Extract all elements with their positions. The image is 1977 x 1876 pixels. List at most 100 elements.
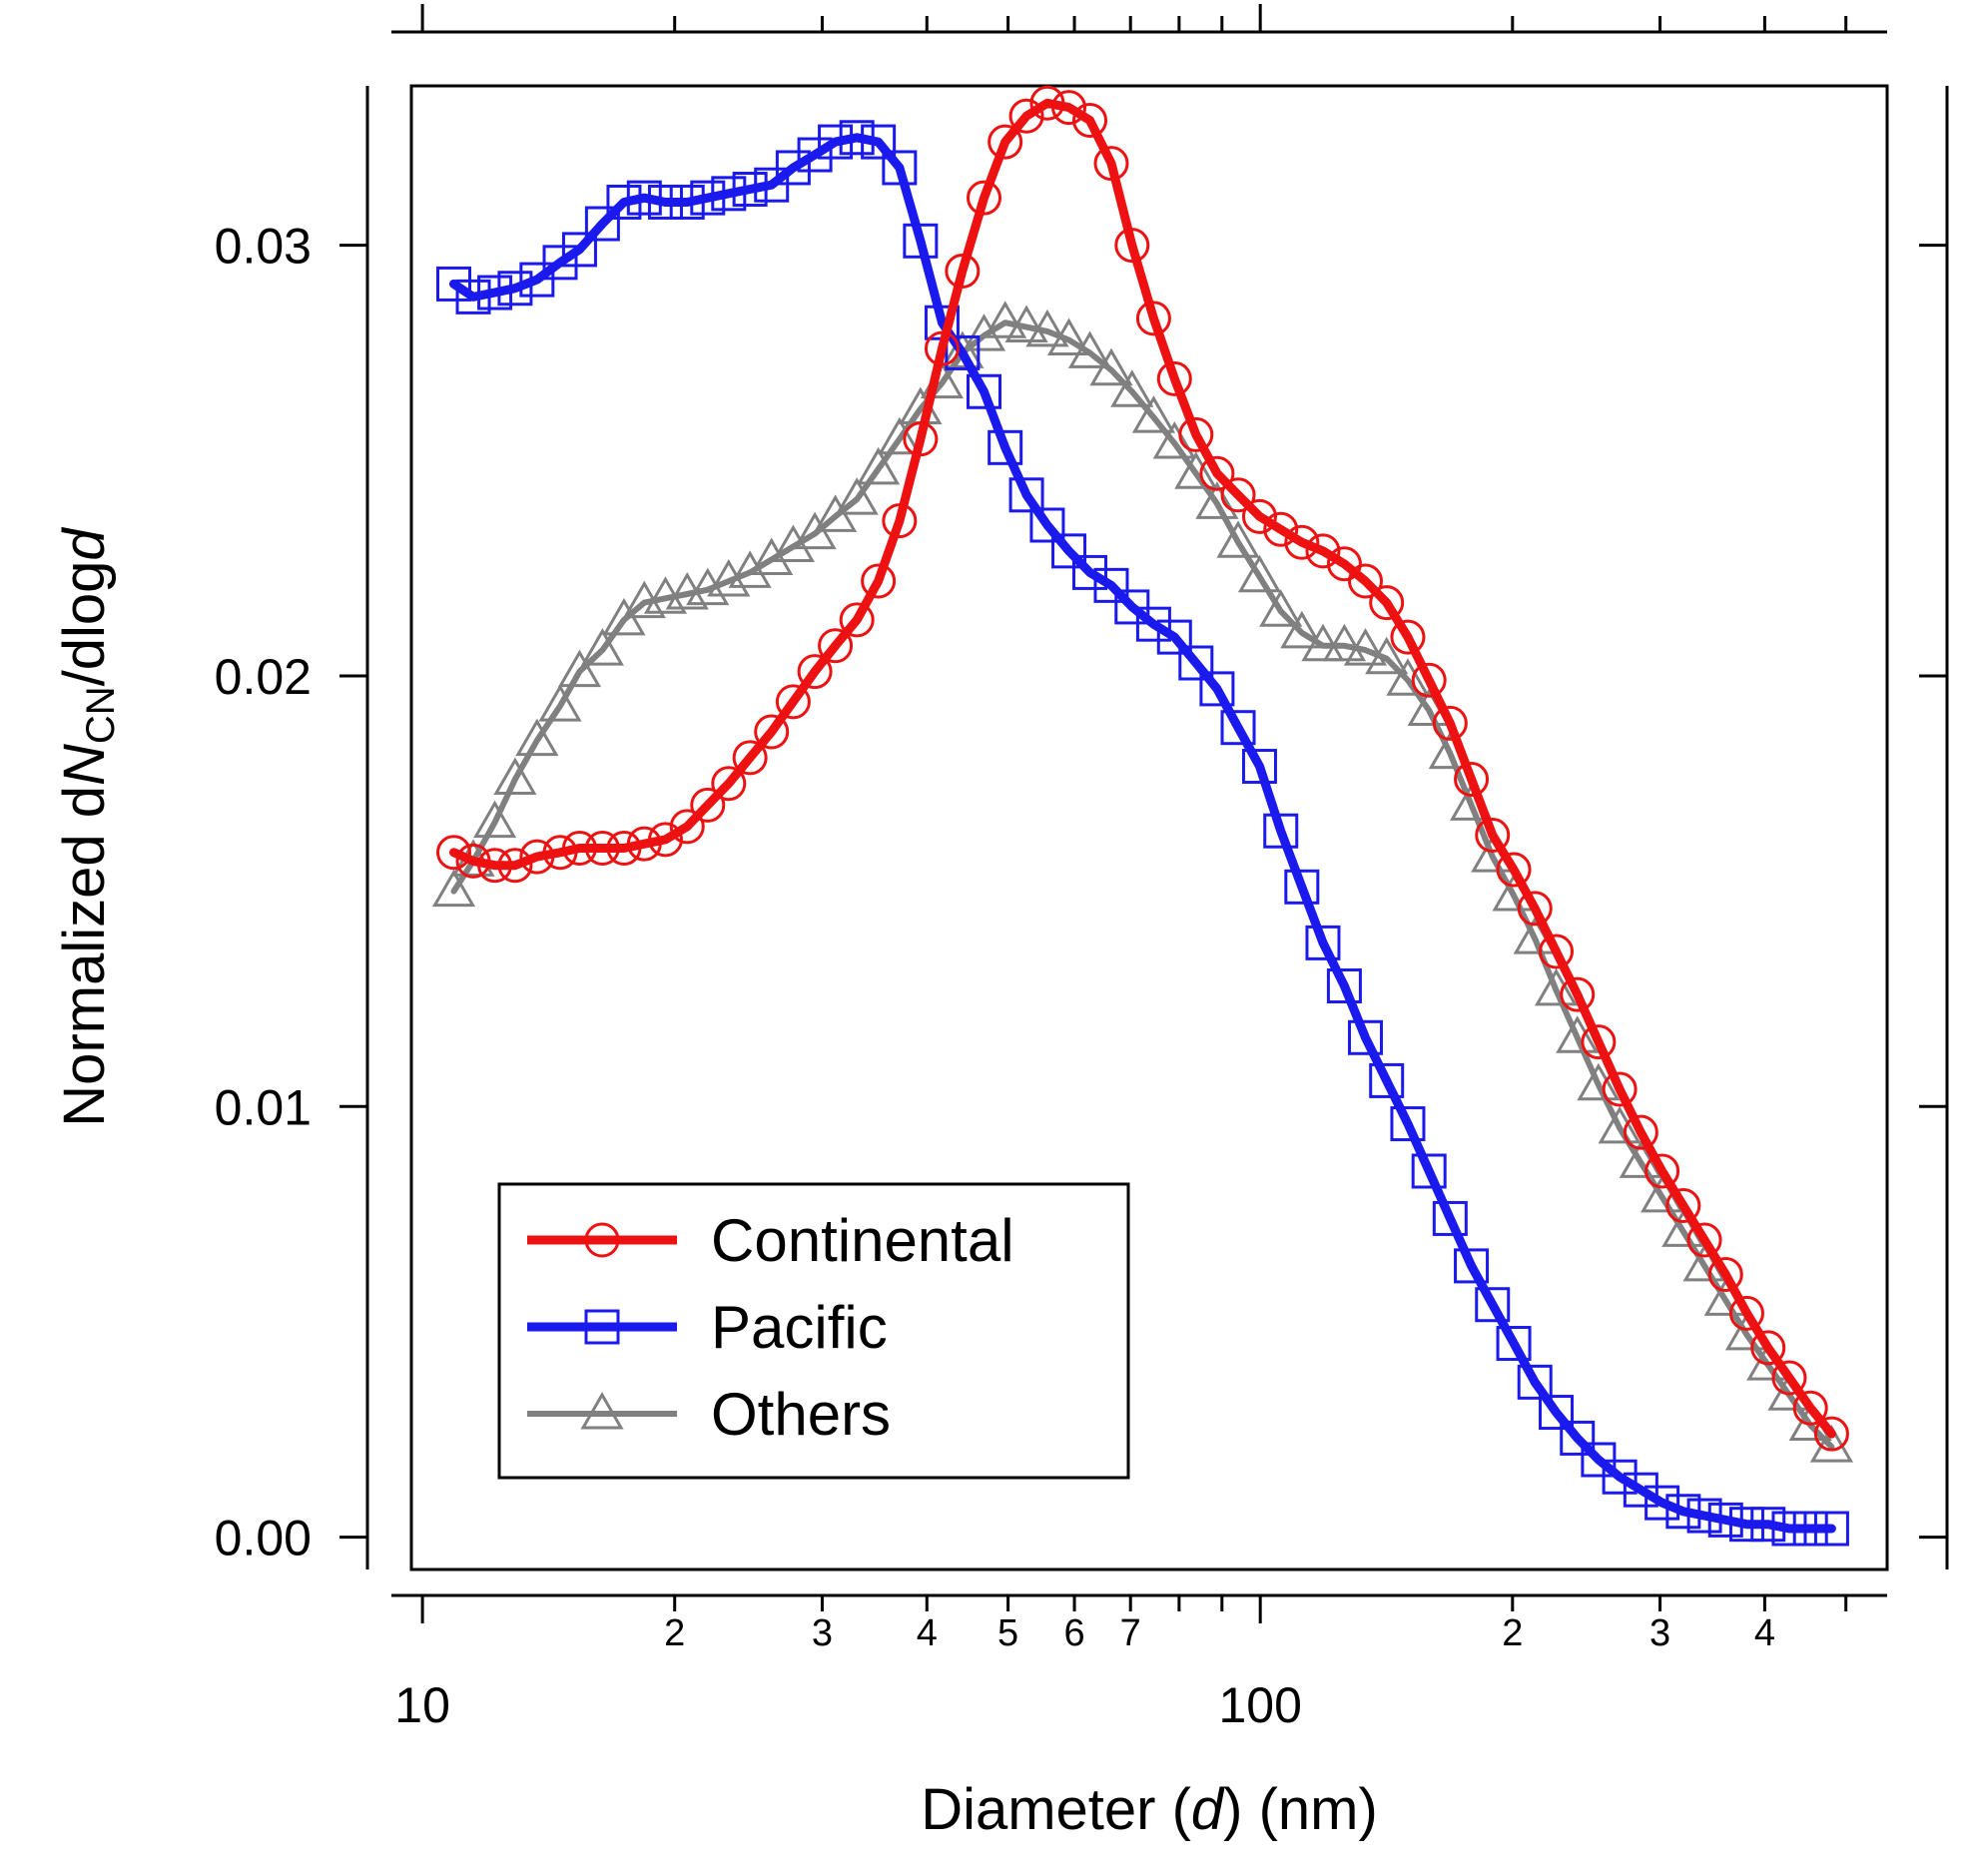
data-point <box>1301 623 1345 662</box>
legend-label: Pacific <box>711 1294 888 1361</box>
data-point <box>1534 967 1579 1006</box>
data-point <box>647 822 683 858</box>
data-point <box>1216 520 1260 558</box>
data-point <box>1347 563 1383 599</box>
legend-marker <box>580 1391 624 1430</box>
x-minor-tick-label: 2 <box>1502 1612 1523 1654</box>
data-point <box>1581 1024 1617 1060</box>
data-point <box>497 271 533 307</box>
data-point <box>1556 1015 1600 1053</box>
data-point <box>1072 554 1108 590</box>
data-point <box>1411 662 1447 698</box>
data-point <box>750 537 794 575</box>
data-point <box>818 628 854 664</box>
data-point <box>542 835 578 871</box>
data-point <box>1343 628 1388 666</box>
data-point <box>732 172 768 208</box>
data-point <box>497 848 533 884</box>
data-point <box>1195 481 1239 519</box>
data-point <box>1259 589 1303 627</box>
data-point <box>1475 1287 1511 1323</box>
data-point <box>1046 317 1091 355</box>
data-point <box>1326 968 1362 1004</box>
data-point <box>1577 1062 1621 1101</box>
data-point <box>1263 511 1299 547</box>
data-point <box>1025 309 1069 347</box>
x-axis-title: Diameter (d) (nm) <box>921 1777 1378 1842</box>
data-point <box>1750 1507 1786 1543</box>
axes: 10 100 2 3 4 5 6 7 2 3 4 0.00 0.01 0.02 0.03 <box>215 4 1949 1733</box>
x-minor-tick-label: 4 <box>917 1612 938 1654</box>
data-point <box>1284 524 1320 560</box>
x-minor-tick-label: 4 <box>1754 1612 1775 1654</box>
series-layer <box>431 85 1854 1547</box>
data-point <box>839 120 875 156</box>
data-point <box>561 232 597 268</box>
data-point <box>1051 90 1087 126</box>
x-title-part-0: Diameter ( <box>921 1777 1191 1842</box>
y-tick-label: 0.03 <box>215 219 312 275</box>
data-point <box>1093 146 1129 182</box>
x-tick-label: 100 <box>1218 1677 1301 1733</box>
data-point <box>1771 1511 1807 1547</box>
data-point <box>1645 1153 1680 1189</box>
data-point <box>1369 585 1405 621</box>
data-point <box>542 245 578 281</box>
data-point <box>1645 1485 1680 1521</box>
data-point <box>1771 1360 1807 1396</box>
data-point <box>861 124 897 160</box>
y-title-part-0: Normalized d <box>52 786 117 1127</box>
data-point <box>754 714 790 750</box>
data-point <box>1386 658 1430 696</box>
data-point <box>1665 1494 1701 1530</box>
data-point <box>690 180 726 216</box>
data-point <box>835 477 879 515</box>
data-point <box>606 184 642 220</box>
data-point <box>1241 749 1277 785</box>
data-point <box>1178 645 1214 681</box>
data-point <box>1686 1222 1722 1258</box>
data-point <box>1280 610 1324 649</box>
legend: Continental Pacific Others <box>497 1182 1130 1480</box>
data-point <box>669 809 705 845</box>
legend-label: Continental <box>711 1207 1014 1274</box>
x-minor-tick-label: 3 <box>812 1612 833 1654</box>
data-point <box>861 563 897 599</box>
data-point <box>1199 671 1235 707</box>
data-point <box>669 184 705 220</box>
y-title-part-3: /dlog <box>52 561 117 687</box>
series-continental <box>436 85 1849 1452</box>
data-point <box>1809 1425 1854 1463</box>
data-point <box>1560 1420 1596 1456</box>
data-point <box>1174 451 1218 489</box>
data-point <box>728 550 772 588</box>
data-point <box>1135 301 1171 336</box>
data-point <box>1539 934 1575 969</box>
data-point <box>1051 533 1087 569</box>
data-point <box>797 137 833 173</box>
data-point <box>1390 619 1426 655</box>
y-axis-title: Normalized dNCN/dlogd <box>52 527 123 1127</box>
data-point <box>431 869 476 908</box>
series-pacific <box>436 120 1849 1547</box>
data-point <box>797 654 833 690</box>
data-point <box>857 446 901 485</box>
data-point <box>1347 1019 1383 1055</box>
data-point <box>1369 1062 1405 1098</box>
data-point <box>477 848 513 884</box>
legend-marker <box>584 1222 620 1258</box>
data-point <box>1322 623 1367 662</box>
data-point <box>878 416 922 455</box>
data-point <box>1004 305 1048 343</box>
data-point <box>1072 103 1108 139</box>
data-point <box>455 279 491 314</box>
x-minor-tick-label: 5 <box>997 1612 1018 1654</box>
data-point <box>493 757 537 795</box>
data-point <box>962 313 1006 351</box>
data-point <box>1602 1071 1638 1107</box>
data-point <box>988 124 1023 160</box>
legend-marker <box>584 1309 620 1345</box>
data-point <box>1220 477 1256 513</box>
data-point <box>1029 507 1065 543</box>
data-point <box>1284 869 1320 905</box>
